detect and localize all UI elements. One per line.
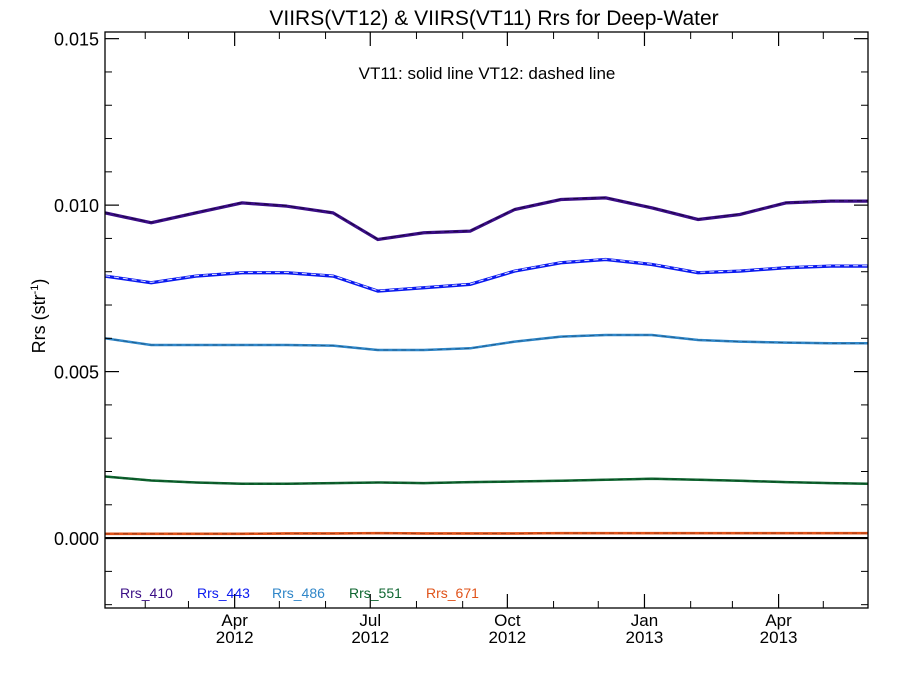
x-tick-year-label: 2012 [488,628,526,647]
x-tick-year-label: 2013 [760,628,798,647]
x-tick-month-label: Jul [359,611,381,630]
series-layer [104,196,869,536]
legend-entry-rrs-671: Rrs_671 [426,585,479,601]
series-line-vt11-rrs-410 [104,197,868,242]
y-axis-label-main: Rrs (str [29,294,49,353]
y-tick-label: 0.005 [54,363,99,383]
x-tick-month-label: Apr [765,611,792,630]
legend-entry-rrs-486: Rrs_486 [272,585,325,601]
y-tick-label: 0.000 [54,529,99,549]
series-line-vt11-rrs-443 [104,259,868,293]
y-axis-label-close: ) [29,279,49,285]
series-rrs-486 [104,333,868,352]
x-tick-month-label: Apr [221,611,248,630]
series-dash-vt12-rrs-443 [104,258,868,292]
legend-entry-rrs-410: Rrs_410 [120,585,173,601]
y-tick-label: 0.010 [54,196,99,216]
legend-entry-rrs-443: Rrs_443 [197,585,250,601]
x-tick-year-label: 2013 [626,628,664,647]
series-rrs-551 [104,475,869,486]
y-axis-label: Rrs (str-1) [29,279,49,354]
series-dash-vt12-rrs-410 [104,196,868,240]
series-line-vt12-rrs-410 [104,196,868,241]
series-dash-vt12-rrs-551 [104,476,869,485]
series-rrs-671 [105,531,868,536]
x-tick-year-label: 2012 [351,628,389,647]
series-line-vt12-rrs-671 [105,531,868,536]
line-style-annotation: VT11: solid line VT12: dashed line [359,64,616,83]
plot-frame [104,31,869,609]
series-rrs-410 [104,196,868,242]
chart-title: VIIRS(VT12) & VIIRS(VT11) Rrs for Deep-W… [269,7,718,30]
series-line-vt12-rrs-551 [104,475,869,486]
y-tick-label: 0.015 [54,30,99,50]
x-tick-month-label: Oct [494,611,521,630]
x-tick-year-label: 2012 [216,628,254,647]
x-tick-month-label: Jan [631,611,658,630]
y-axis-label-superscript: -1 [29,285,41,295]
series-rrs-443 [104,257,868,293]
series-dash-vt12-rrs-671 [105,532,868,535]
series-line-vt12-rrs-486 [104,333,868,352]
legend: Rrs_410 Rrs_443 Rrs_486 Rrs_551 Rrs_671 [120,585,479,601]
series-dash-vt12-rrs-486 [104,334,868,351]
series-line-vt12-rrs-443 [104,257,868,292]
legend-entry-rrs-551: Rrs_551 [349,585,402,601]
axes-layer: 0.0000.0050.0100.015Apr2012Jul2012Oct201… [54,30,869,647]
